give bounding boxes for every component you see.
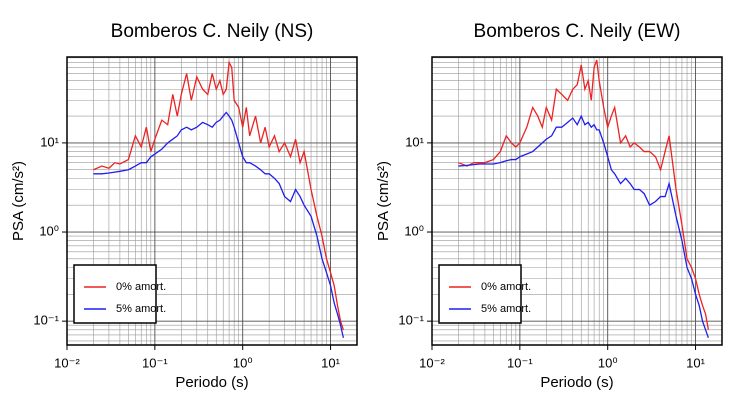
- series-line: [458, 59, 710, 330]
- legend-label: 0% amort.: [481, 281, 531, 293]
- series-line: [93, 60, 345, 330]
- chart-title: Bomberos C. Neily (EW): [474, 21, 681, 42]
- legend-label: 5% amort.: [116, 303, 166, 315]
- chart: Bomberos C. Neily (NS) Periodo (s) PSA (cm…: [10, 21, 358, 391]
- chart: Bomberos C. Neily (EW) Periodo (s) PSA (cm…: [375, 21, 723, 391]
- legend-label: 0% amort.: [116, 281, 166, 293]
- x-tick-label: 10⁻¹: [142, 355, 168, 370]
- y-axis-label: PSA (cm/s²): [10, 161, 27, 241]
- plot-frame: [431, 56, 723, 346]
- x-tick-label: 10⁻²: [54, 355, 80, 370]
- series-line: [458, 114, 710, 339]
- y-tick-label: 10⁰: [39, 223, 59, 238]
- legend-label: 5% amort.: [481, 303, 531, 315]
- x-tick-label: 10⁰: [233, 355, 253, 370]
- x-tick-label: 10¹: [321, 355, 340, 370]
- y-tick-label: 10⁻¹: [33, 313, 59, 328]
- legend-box: [438, 264, 522, 324]
- plot-frame: [66, 56, 358, 346]
- y-tick-label: 10⁻¹: [398, 313, 424, 328]
- y-axis-label: PSA (cm/s²): [375, 161, 392, 241]
- x-tick-label: 10⁻¹: [507, 355, 533, 370]
- y-tick-label: 10¹: [40, 134, 59, 149]
- x-tick-label: 10¹: [686, 355, 705, 370]
- y-tick-label: 10⁰: [404, 223, 424, 238]
- x-tick-label: 10⁻²: [419, 355, 445, 370]
- x-axis-label: Periodo (s): [175, 374, 248, 391]
- x-tick-label: 10⁰: [598, 355, 618, 370]
- x-axis-label: Periodo (s): [540, 374, 613, 391]
- chart-title: Bomberos C. Neily (NS): [111, 21, 314, 42]
- legend-box: [73, 264, 157, 324]
- series-line: [93, 111, 345, 338]
- y-tick-label: 10¹: [405, 134, 424, 149]
